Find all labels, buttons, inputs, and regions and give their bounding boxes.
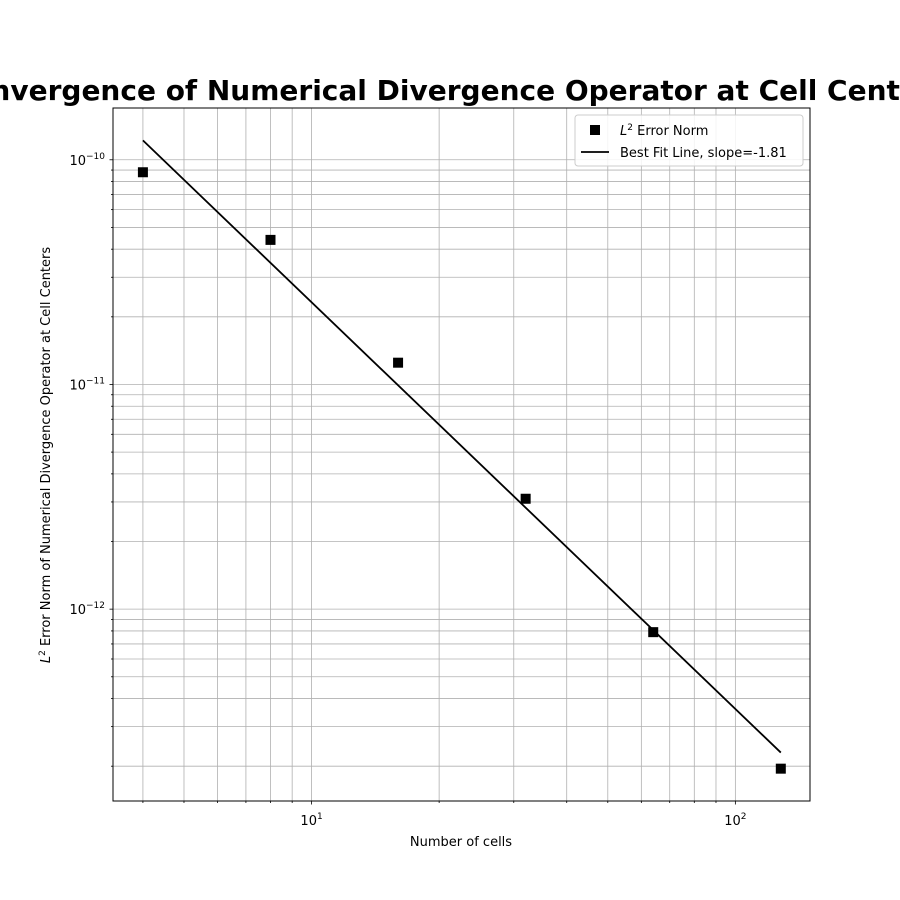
data-point [137, 167, 148, 178]
data-point [648, 627, 659, 638]
y-tick-label: 10−11 [69, 376, 105, 393]
x-tick-label: 101 [300, 812, 322, 829]
axis-ticks: 101 102 10−12 10−11 10−10 [69, 152, 746, 829]
y-tick-label: 10−10 [69, 152, 105, 169]
grid-lines [113, 108, 810, 801]
y-axis-label: L2 Error Norm of Numerical Divergence Op… [38, 247, 54, 664]
legend-entry-error-norm: L2 Error Norm [620, 123, 708, 139]
y-tick-label: 10−12 [69, 601, 105, 618]
data-point [393, 357, 404, 368]
legend: L2 Error Norm Best Fit Line, slope=-1.81 [574, 114, 804, 167]
best-fit-line [142, 139, 782, 754]
legend-box [574, 114, 804, 167]
data-point [775, 763, 786, 774]
data-point [520, 493, 531, 504]
plot-data [137, 139, 786, 774]
data-point [265, 234, 276, 245]
x-axis-label: Number of cells [410, 835, 512, 850]
plot-frame [112, 107, 811, 802]
x-tick-label: 102 [724, 812, 746, 829]
legend-entry-best-fit: Best Fit Line, slope=-1.81 [620, 146, 787, 161]
chart-title: Convergence of Numerical Divergence Oper… [0, 74, 900, 107]
legend-marker-square [590, 125, 600, 135]
